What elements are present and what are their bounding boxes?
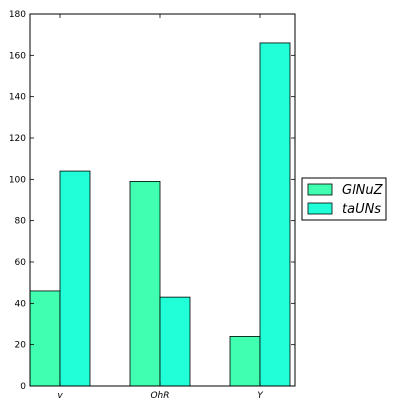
legend-swatch-GlNuZ [307,183,333,196]
y-tick-label: 40 [15,299,27,309]
bar-GlNuZ-OhR [129,180,161,387]
x-axis: v OhR Y [57,14,264,401]
y-tick-label: 0 [20,382,26,392]
y-tick-label: 60 [15,258,27,268]
y-tick-label: 120 [9,134,26,144]
bar-taUNs-OhR [159,296,191,387]
legend-swatch-taUNs [307,202,333,215]
x-category-label: Y [257,391,264,401]
y-tick-label: 100 [9,175,26,185]
x-category-label: v [57,391,63,401]
y-tick-label: 80 [15,217,27,227]
bar-taUNs-v [59,170,91,387]
bar-GlNuZ-Y [229,335,261,387]
y-tick-label: 180 [9,10,26,20]
legend: GlNuZ taUNs [301,177,387,221]
y-tick-label: 140 [9,93,26,103]
bar-taUNs-Y [259,42,291,387]
legend-label: taUNs [342,202,381,217]
y-tick-label: 160 [9,51,26,61]
x-category-label: OhR [150,391,169,401]
legend-label: GlNuZ [342,183,384,198]
bar-GlNuZ-v [29,290,61,387]
bars-group [29,42,291,387]
y-tick-label: 20 [15,341,27,351]
plot-frame [29,13,296,387]
